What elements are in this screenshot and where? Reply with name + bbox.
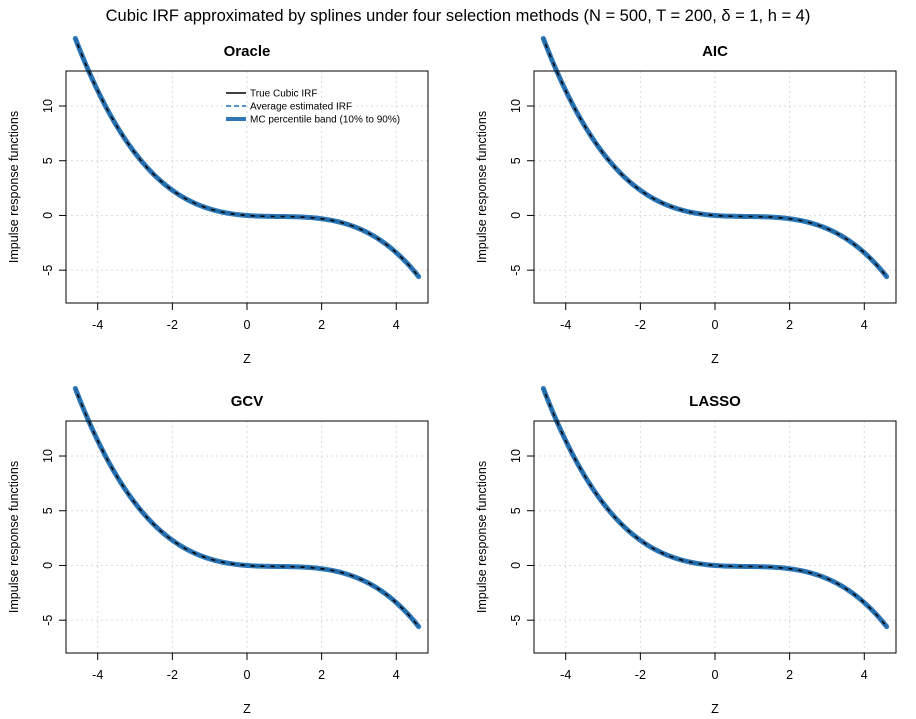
panel-lasso: -4 -2 0 2 4 -5 0 5 10 LASSO Z Impulse response func… — [475, 385, 897, 716]
y-tick-label: 5 — [41, 157, 55, 164]
panel-aic: -4 -2 0 2 4 -5 0 5 10 AIC Z Impulse response functi… — [475, 35, 897, 366]
y-tick-label: 10 — [509, 99, 523, 113]
panel-oracle: -4 -2 0 2 4 -5 0 5 10 Oracle Z Impulse response fun… — [7, 35, 429, 366]
x-tick-label: 4 — [393, 318, 400, 332]
x-tick-label: 2 — [786, 318, 793, 332]
x-tick-label: -4 — [92, 318, 103, 332]
x-tick-label: -4 — [560, 668, 571, 682]
legend-label: Average estimated IRF — [250, 102, 352, 113]
x-axis-label: Z — [243, 702, 251, 716]
x-tick-label: -2 — [167, 318, 178, 332]
y-tick-label: 5 — [509, 507, 523, 514]
y-tick-label: -5 — [41, 615, 55, 626]
x-tick-label: 2 — [786, 668, 793, 682]
series-average-estimated-irf — [74, 388, 420, 628]
y-axis-label: Impulse response functions — [7, 461, 21, 613]
y-tick-label: -5 — [41, 265, 55, 276]
legend-label: MC percentile band (10% to 90%) — [250, 115, 400, 126]
x-tick-label: -2 — [635, 668, 646, 682]
x-tick-label: 0 — [712, 318, 719, 332]
series-average-estimated-irf — [542, 388, 888, 628]
legend: True Cubic IRF Average estimated IRF MC pe… — [226, 89, 400, 126]
x-tick-label: 2 — [318, 318, 325, 332]
y-tick-label: 10 — [41, 99, 55, 113]
x-tick-label: -4 — [92, 668, 103, 682]
legend-label: True Cubic IRF — [250, 89, 317, 100]
series-average-estimated-irf — [74, 38, 420, 278]
y-tick-label: -5 — [509, 615, 523, 626]
x-axis-label: Z — [711, 702, 719, 716]
y-tick-label: 5 — [41, 507, 55, 514]
x-tick-label: 2 — [318, 668, 325, 682]
panel-gcv: -4 -2 0 2 4 -5 0 5 10 GCV Z Impulse response functi… — [7, 385, 429, 716]
panel-title: Oracle — [224, 43, 271, 60]
y-tick-label: 10 — [509, 449, 523, 463]
y-axis-label: Impulse response functions — [475, 111, 489, 263]
y-tick-label: 0 — [41, 562, 55, 569]
x-axis-label: Z — [711, 352, 719, 366]
x-tick-label: -2 — [167, 668, 178, 682]
x-tick-label: -4 — [560, 318, 571, 332]
y-tick-label: 0 — [509, 212, 523, 219]
panel-title: LASSO — [689, 393, 741, 410]
y-axis-label: Impulse response functions — [7, 111, 21, 263]
x-tick-label: 0 — [244, 318, 251, 332]
x-tick-label: 4 — [393, 668, 400, 682]
x-tick-label: 4 — [861, 668, 868, 682]
y-tick-label: 5 — [509, 157, 523, 164]
series-average-estimated-irf — [542, 38, 888, 278]
x-tick-label: 0 — [712, 668, 719, 682]
x-tick-label: 0 — [244, 668, 251, 682]
y-tick-label: 0 — [41, 212, 55, 219]
y-axis-label: Impulse response functions — [475, 461, 489, 613]
y-tick-label: 0 — [509, 562, 523, 569]
panel-title: GCV — [231, 393, 264, 410]
x-axis-label: Z — [243, 352, 251, 366]
x-tick-label: 4 — [861, 318, 868, 332]
figure-title: Cubic IRF approximated by splines under … — [106, 7, 811, 25]
y-tick-label: 10 — [41, 449, 55, 463]
y-tick-label: -5 — [509, 265, 523, 276]
x-tick-label: -2 — [635, 318, 646, 332]
panel-title: AIC — [702, 43, 728, 60]
